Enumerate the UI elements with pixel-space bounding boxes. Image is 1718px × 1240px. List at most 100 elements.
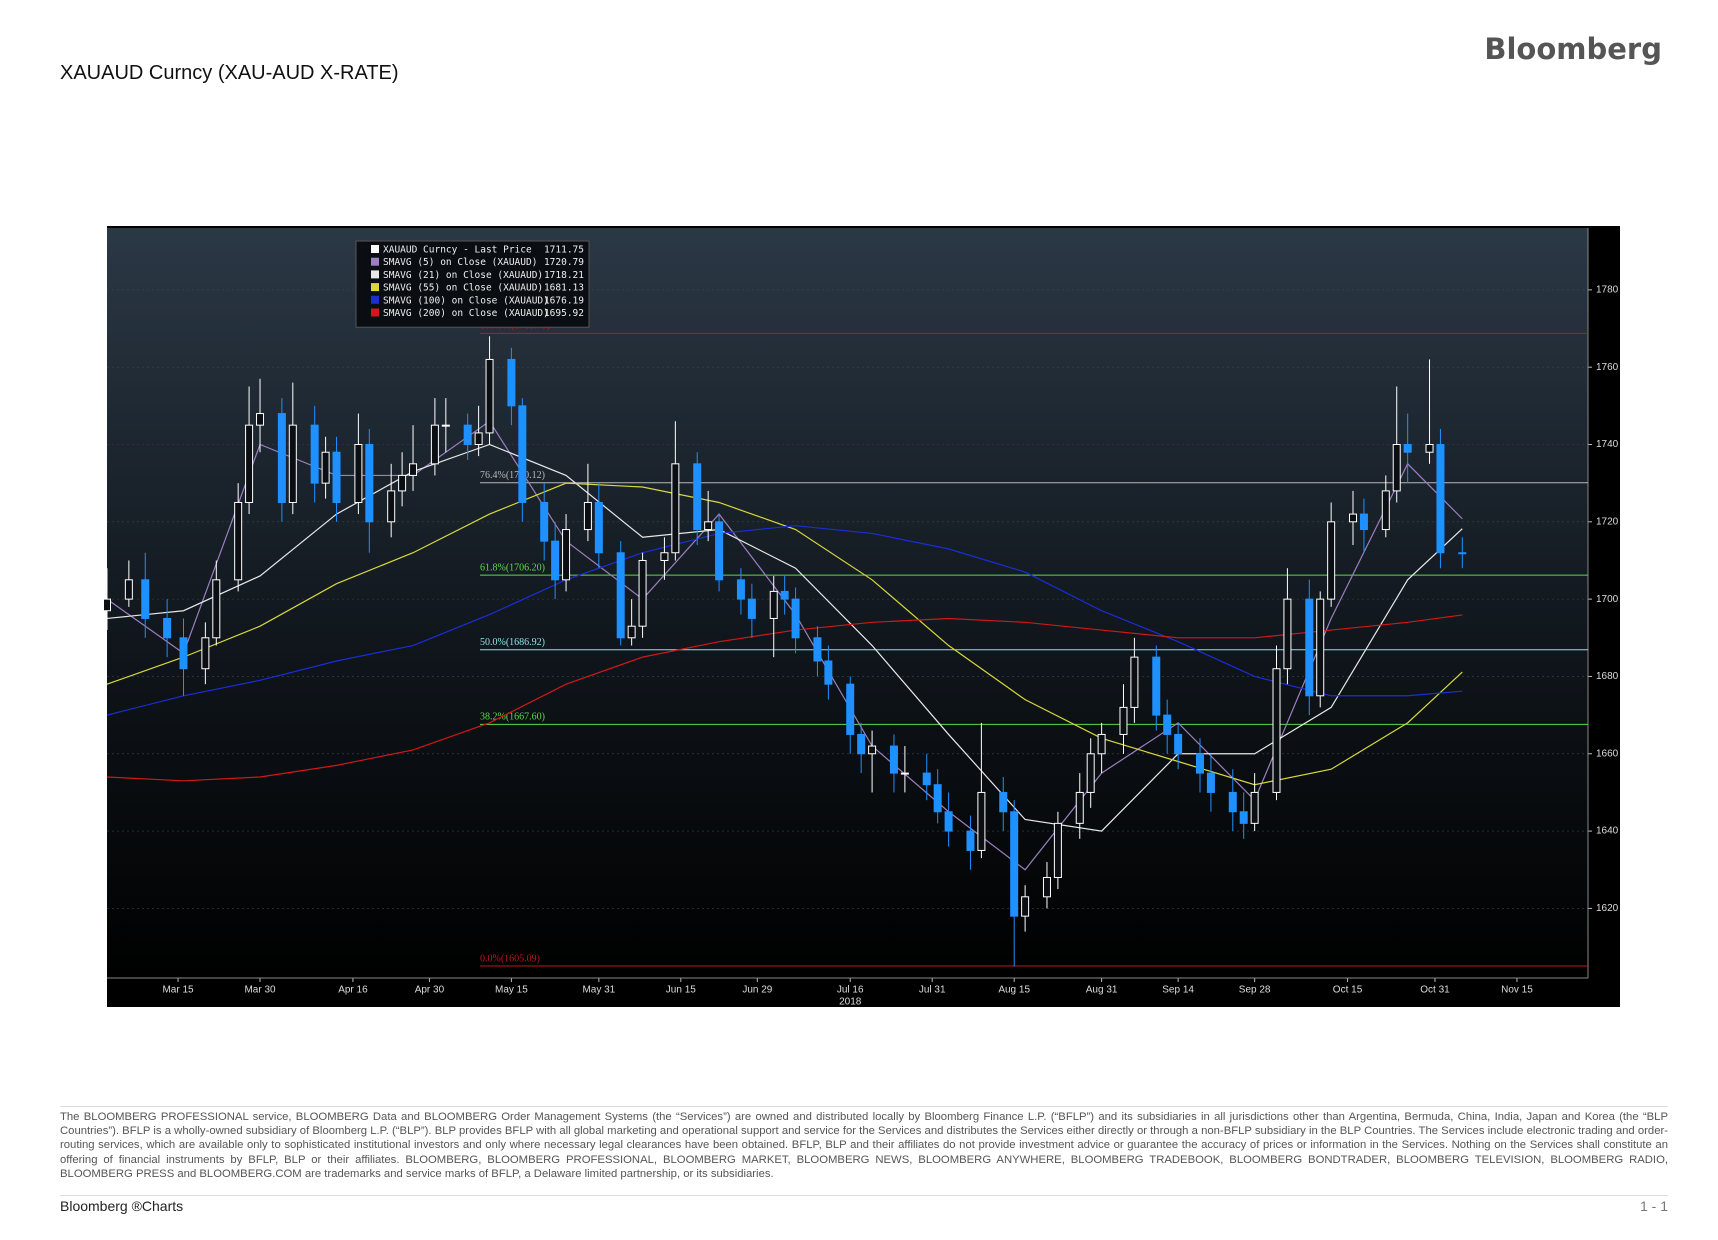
candle-body (365, 443, 374, 523)
candle-body (1097, 733, 1106, 755)
candle-body (977, 791, 986, 851)
legend-value: 1718.21 (544, 270, 584, 281)
moving-average-line (106, 525, 1463, 716)
candle-body (868, 745, 877, 755)
candle-body (1425, 443, 1434, 453)
x-tick-label: Jun 15 (666, 985, 696, 996)
legend-label: SMAVG (100) on Close (XAUAUD) (383, 295, 549, 306)
candle-body (1152, 656, 1161, 716)
candle-body (889, 745, 898, 774)
candle-body (256, 413, 265, 426)
candle-body (277, 413, 286, 503)
candle-body (1359, 513, 1368, 531)
candle-body (310, 424, 319, 484)
candle-body (1305, 598, 1314, 697)
candle-body (163, 617, 172, 639)
x-tick-label: Nov 15 (1501, 985, 1533, 996)
candle-body (1042, 876, 1051, 898)
candle-body (234, 501, 243, 581)
candle-body (179, 637, 188, 670)
legend-swatch (371, 308, 379, 317)
y-tick-label: 1720 (1596, 516, 1619, 527)
separator (60, 1195, 1668, 1196)
candle-body (551, 540, 560, 581)
candle-body (1130, 656, 1139, 708)
candle-body (507, 358, 516, 407)
candle-body (1283, 598, 1292, 670)
candle-body (463, 424, 472, 445)
candle-body (1195, 753, 1204, 774)
candles (103, 336, 1467, 967)
candle-body (1053, 822, 1062, 878)
x-tick-label: Jul 31 (919, 985, 946, 996)
x-tick-label: Mar 15 (162, 985, 194, 996)
legend-label: SMAVG (55) on Close (XAUAUD) (383, 283, 543, 294)
candle-body (288, 424, 297, 503)
y-tick-label: 1660 (1596, 748, 1619, 759)
candle-body (660, 552, 669, 561)
candle-body (562, 529, 571, 581)
candle-body (1403, 443, 1412, 453)
candle-body (1206, 772, 1215, 793)
disclaimer: The BLOOMBERG PROFESSIONAL service, BLOO… (60, 1111, 1668, 1180)
candle-body (387, 490, 396, 523)
legend-value: 1676.19 (544, 295, 584, 306)
candle-body (1228, 791, 1237, 813)
candle-body (212, 579, 221, 639)
candle-body (813, 637, 822, 662)
legend-swatch (371, 295, 379, 304)
candle-body (1381, 490, 1390, 531)
chart: 1620 1640 1660 1680 1700 1720 1740 1760 1780 Mar … (103, 226, 1620, 1008)
legend-swatch (371, 270, 379, 279)
candle-body (1010, 811, 1019, 917)
candle-body (769, 590, 778, 619)
page-number: 1 - 1 (1639, 1198, 1668, 1214)
legend-label: SMAVG (5) on Close (XAUAUD) (383, 257, 537, 268)
level-label: 61.8%(1706.20) (480, 562, 545, 573)
candle-body (583, 501, 592, 531)
legend-value: 1695.92 (544, 308, 584, 319)
x-tick-label: May 31 (582, 985, 615, 996)
x-tick-label: Aug 31 (1086, 985, 1118, 996)
candle-body (245, 424, 254, 503)
level-label: 76.4%(1730.12) (480, 470, 545, 481)
candle-body (671, 463, 680, 554)
plot-area (107, 228, 1588, 978)
candle-body (518, 405, 527, 503)
x-tick-label: Jul 16 (837, 985, 864, 996)
candle-body (999, 791, 1008, 813)
candle-body (1458, 552, 1467, 555)
y-tick-label: 1640 (1596, 826, 1619, 837)
x-tick-label: Apr 16 (338, 985, 368, 996)
candle-body (1119, 706, 1128, 735)
candle-body (616, 552, 625, 639)
level-label: 0.0%(1605.09) (480, 953, 540, 964)
candle-body (540, 501, 549, 542)
candle-body (791, 598, 800, 639)
legend-value: 1681.13 (544, 283, 584, 294)
x-tick-label: Mar 30 (244, 985, 276, 996)
candle-body (332, 451, 341, 503)
level-label: 38.2%(1667.60) (480, 712, 545, 723)
legend-label: XAUAUD Curncy - Last Price (383, 245, 532, 256)
legend: XAUAUD Curncy - Last Price 1711.75 SMAVG (… (355, 240, 590, 328)
candle-body (1021, 896, 1030, 917)
y-tick-label: 1700 (1596, 594, 1619, 605)
candle-body (780, 590, 789, 600)
candle-body (1272, 668, 1281, 793)
y-tick-label: 1680 (1596, 671, 1619, 682)
legend-label: SMAVG (200) on Close (XAUAUD) (383, 308, 549, 319)
candle-body (430, 424, 439, 465)
candle-body (1436, 443, 1445, 554)
candle-body (1327, 521, 1336, 600)
candle-body (747, 598, 756, 619)
candle-body (321, 451, 330, 484)
legend-swatch (371, 257, 379, 266)
chart-title: XAUAUD Curncy (XAU-AUD X-RATE) (60, 62, 399, 84)
candle-body (638, 559, 647, 627)
candle-body (627, 625, 636, 639)
candle-body (857, 733, 866, 755)
x-tick-label: Sep 28 (1239, 985, 1271, 996)
candle-body (922, 772, 931, 786)
